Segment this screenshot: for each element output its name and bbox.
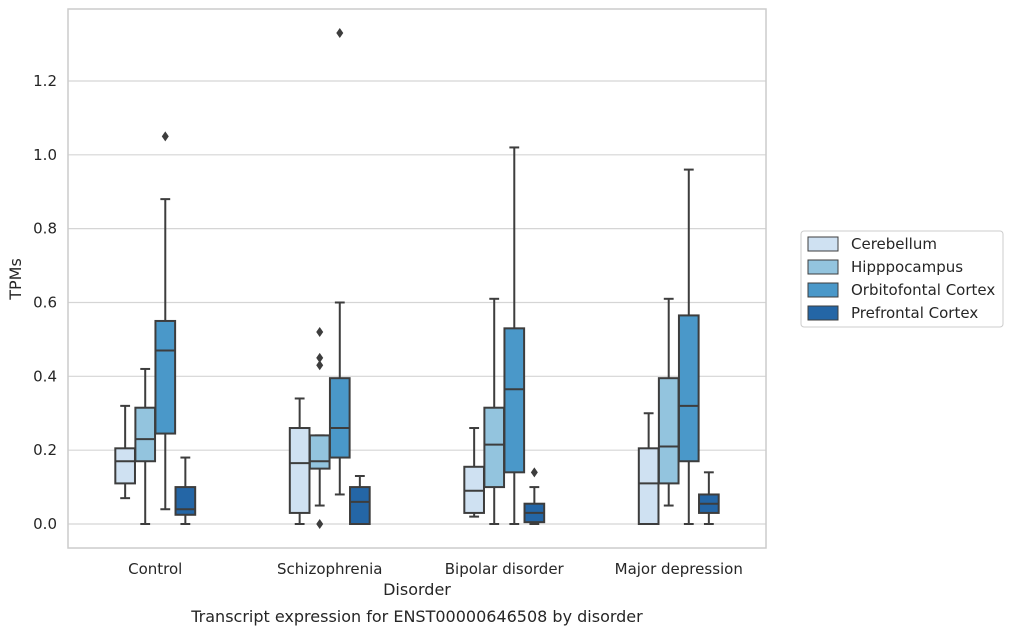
box-iqr (308, 434, 331, 470)
y-tick-label: 0.0 (33, 515, 57, 533)
x-tick-label: Bipolar disorder (445, 560, 565, 578)
x-axis-title: Disorder (383, 580, 451, 599)
box-iqr (349, 486, 371, 526)
y-tick-label: 1.0 (33, 146, 57, 164)
legend-swatch (807, 259, 839, 275)
box-iqr (154, 319, 177, 435)
box-prefrontal-cortex-0 (174, 456, 197, 526)
legend: Cerebellum Hipppocampus Orbitofontal Corte… (800, 230, 1004, 328)
gridlines (68, 80, 766, 525)
legend-label: Cerebellum (851, 235, 937, 253)
box-iqr (483, 406, 506, 489)
legend-label: Prefrontal Cortex (851, 304, 978, 322)
outlier-point (316, 360, 324, 371)
y-axis-title: TPMs (6, 258, 25, 301)
box-layer (114, 27, 720, 530)
box-cerebellum-0 (114, 404, 136, 500)
box-iqr (657, 377, 680, 485)
box-iqr (288, 427, 311, 514)
y-tick-label: 1.2 (33, 72, 57, 90)
box-cerebellum-3 (637, 412, 660, 526)
box-iqr (637, 447, 660, 526)
x-tick-label: Major depression (615, 560, 743, 578)
box-iqr (677, 314, 700, 463)
box-prefrontal-cortex-3 (698, 471, 720, 526)
box-hipppocampus-2 (483, 297, 506, 526)
y-tick-labels: 0.0 0.2 0.4 0.6 0.8 1.0 1.2 (33, 72, 57, 533)
box-iqr (503, 327, 526, 474)
x-tick-labels: Control Schizophrenia Bipolar disorder Majo… (128, 560, 743, 578)
box-hipppocampus-3 (657, 297, 680, 507)
outlier-point (161, 131, 169, 142)
box-orbitofontal-cortex-0 (154, 131, 177, 511)
outlier-point (316, 519, 324, 530)
legend-swatch (807, 282, 839, 298)
y-tick-label: 0.8 (33, 220, 57, 238)
box-prefrontal-cortex-1 (349, 475, 371, 526)
plot-frame (67, 8, 767, 549)
outlier-point (316, 327, 324, 338)
y-tick-label: 0.2 (33, 441, 57, 459)
y-tick-label: 0.4 (33, 367, 57, 385)
box-iqr (174, 486, 197, 516)
box-orbitofontal-cortex-3 (677, 168, 700, 526)
legend-label: Orbitofontal Cortex (851, 281, 995, 299)
box-orbitofontal-cortex-2 (503, 146, 526, 526)
figure-caption: Transcript expression for ENST0000064650… (190, 607, 643, 626)
legend-swatch (807, 305, 839, 321)
box-cerebellum-1 (288, 397, 311, 526)
outlier-point (530, 467, 538, 478)
legend-frame (800, 230, 1004, 328)
y-tick-label: 0.6 (33, 293, 57, 311)
legend-swatch (807, 236, 839, 252)
box-prefrontal-cortex-2 (523, 467, 546, 526)
x-tick-label: Schizophrenia (277, 560, 382, 578)
x-tick-label: Control (128, 560, 182, 578)
box-cerebellum-2 (463, 427, 485, 518)
box-iqr (114, 447, 136, 485)
box-iqr (328, 377, 351, 459)
legend-label: Hipppocampus (851, 258, 963, 276)
outlier-point (316, 352, 324, 363)
box-hipppocampus-1 (308, 327, 331, 530)
box-hipppocampus-0 (134, 367, 157, 526)
outlier-point (336, 27, 344, 38)
box-iqr (134, 406, 157, 463)
box-orbitofontal-cortex-1 (328, 27, 351, 496)
